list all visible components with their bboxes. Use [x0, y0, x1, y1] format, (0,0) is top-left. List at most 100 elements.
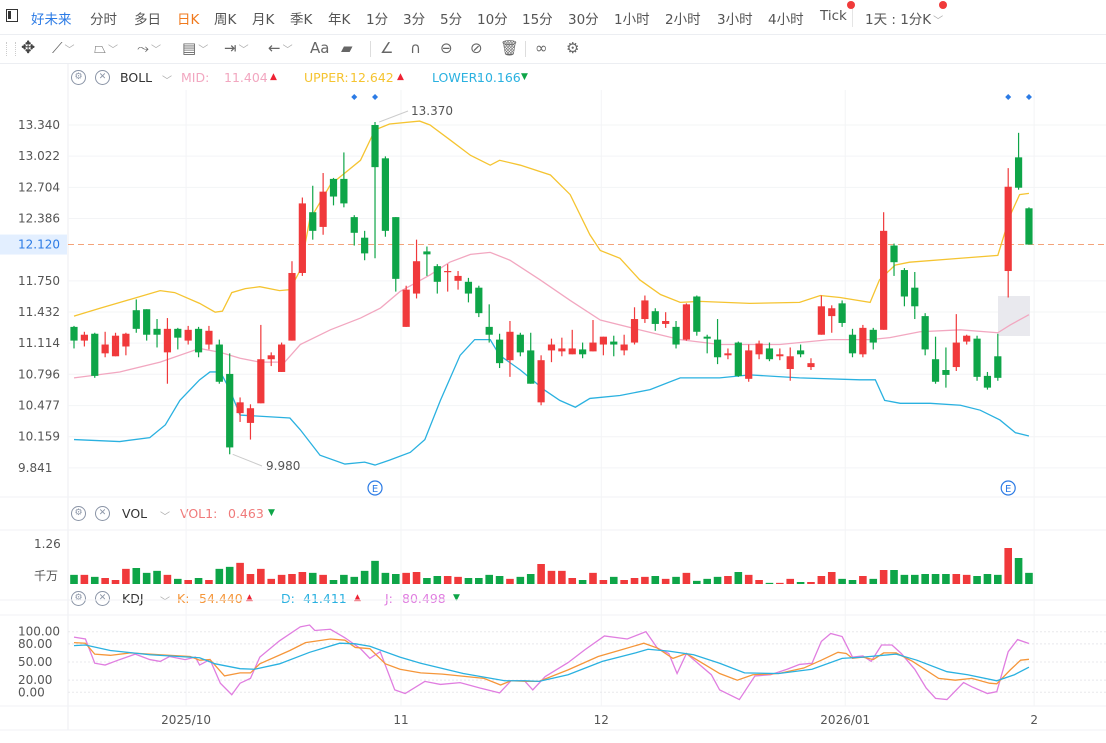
vol-header: ⚙ ✕ VOL ﹀ VOL1: 0.463 ▼	[0, 504, 1106, 524]
magnet-icon[interactable]: ∩	[410, 39, 421, 57]
close-icon[interactable]: ✕	[95, 70, 110, 85]
j-label: J:	[385, 591, 393, 606]
chevron-down-icon[interactable]: ﹀	[162, 76, 172, 87]
period-tab[interactable]: 5分	[440, 12, 463, 28]
period-tab[interactable]: 多日	[134, 12, 161, 28]
candle-down	[91, 333, 99, 376]
candle-down	[703, 336, 711, 339]
down-arrow-icon: ▼	[521, 72, 528, 82]
indicator-name[interactable]: VOL	[122, 506, 148, 521]
period-tab[interactable]: 2小时	[665, 12, 701, 28]
combo-period-select[interactable]: 1天 : 1分K ﹀	[865, 8, 943, 28]
candle-up	[80, 334, 88, 341]
close-icon[interactable]: ✕	[95, 591, 110, 606]
candle-down	[464, 281, 473, 294]
period-tab[interactable]: 周K	[214, 12, 237, 28]
volume-bar	[402, 572, 410, 584]
volume-bar	[537, 564, 545, 584]
period-tab[interactable]: 30分	[568, 12, 599, 28]
period-tab[interactable]: 3小时	[717, 12, 753, 28]
candle-up	[246, 408, 255, 423]
volume-bar	[547, 570, 556, 584]
sidebar-toggle-icon[interactable]	[6, 9, 18, 22]
period-tab[interactable]: 4小时	[768, 12, 804, 28]
gear-icon[interactable]: ⚙	[71, 70, 86, 85]
period-tab[interactable]: 1小时	[614, 12, 650, 28]
volume-axis-max: 1.26	[34, 537, 61, 551]
period-tab[interactable]: 10分	[477, 12, 508, 28]
wave-tool-button[interactable]: ⤳ ﹀	[137, 39, 161, 60]
line-tool-button[interactable]: ⟋ ﹀	[52, 39, 75, 60]
candle-down	[361, 237, 369, 254]
candle-down	[672, 326, 680, 345]
boll-mid-line	[73, 251, 1030, 379]
candle-down	[610, 341, 618, 345]
volume-bar	[1004, 548, 1012, 584]
drag-handle-icon[interactable]	[6, 42, 16, 56]
close-icon[interactable]: ✕	[95, 506, 110, 521]
volume-bar	[329, 580, 338, 584]
period-tab[interactable]: Tick	[820, 8, 847, 24]
volume-bar	[734, 572, 743, 584]
chevron-down-icon[interactable]: ﹀	[160, 597, 170, 608]
volume-bar	[215, 568, 224, 584]
link-icon[interactable]: ∞	[535, 39, 548, 57]
boll-header: ⚙ ✕ BOLL ﹀ MID: 11.404 ▲ UPPER: 12.642 ▲…	[0, 68, 1106, 88]
polyline-tool-button[interactable]: ⏢ ﹀	[94, 39, 118, 60]
volume-bar	[308, 572, 317, 584]
text-tool-button[interactable]: Aa	[310, 39, 330, 57]
volume-bar	[391, 574, 400, 584]
volume-bar	[174, 578, 182, 584]
volume-bar	[568, 578, 577, 584]
candle-up	[755, 343, 763, 355]
brand-link[interactable]: 好未来	[31, 12, 72, 28]
candle-up	[1004, 186, 1012, 272]
move-icon[interactable]: ✥	[21, 38, 36, 58]
volume-bar	[70, 574, 78, 584]
period-tab[interactable]: 3分	[403, 12, 426, 28]
fib-tool-button[interactable]: ▤ ﹀	[182, 39, 208, 60]
volume-bar	[620, 580, 628, 584]
candle-down	[994, 356, 1002, 378]
hide-icon[interactable]: ⊘	[470, 39, 483, 57]
candle-up	[319, 191, 327, 227]
comment-icon[interactable]: ▰	[341, 39, 353, 57]
volume-bar	[869, 578, 878, 584]
volume-bar	[423, 578, 431, 584]
candle-down	[143, 309, 151, 335]
candle-up	[506, 331, 514, 361]
period-tab[interactable]: 年K	[328, 12, 351, 28]
time-axis-label: 12	[594, 713, 609, 727]
indicator-name[interactable]: BOLL	[120, 70, 153, 85]
candle-down	[392, 217, 400, 279]
angle-icon[interactable]: ∠	[380, 39, 394, 57]
indicator-name[interactable]: KDJ	[122, 591, 144, 606]
period-tab[interactable]: 15分	[522, 12, 553, 28]
gear-icon[interactable]: ⚙	[71, 506, 86, 521]
volume-bar	[942, 574, 950, 584]
candle-down	[226, 373, 234, 448]
candle-down	[153, 328, 161, 335]
candle-up	[568, 348, 576, 355]
period-tab[interactable]: 分时	[90, 12, 117, 28]
period-tab[interactable]: 1分	[366, 12, 389, 28]
candle-up	[288, 272, 296, 341]
volume-bar	[744, 574, 753, 584]
settings-icon[interactable]: ⚙	[566, 39, 580, 57]
period-tab[interactable]: 季K	[290, 12, 313, 28]
volume-bar	[111, 580, 120, 584]
volume-bar	[558, 570, 566, 584]
candle-down	[70, 326, 78, 341]
chevron-down-icon[interactable]: ﹀	[160, 512, 170, 523]
volume-bar	[122, 568, 130, 584]
range-tool-button[interactable]: ⇥ ﹀	[224, 39, 249, 60]
kdj-d-line	[73, 642, 1030, 683]
eye-lock-icon[interactable]: ⊖	[440, 39, 453, 57]
gear-icon[interactable]: ⚙	[71, 591, 86, 606]
trash-icon[interactable]: 🗑	[500, 39, 520, 57]
arrow-tool-button[interactable]: ← ﹀	[268, 39, 293, 60]
period-tab[interactable]: 日K	[177, 12, 200, 28]
period-tab[interactable]: 月K	[252, 12, 275, 28]
k-value: 54.440	[199, 591, 243, 606]
